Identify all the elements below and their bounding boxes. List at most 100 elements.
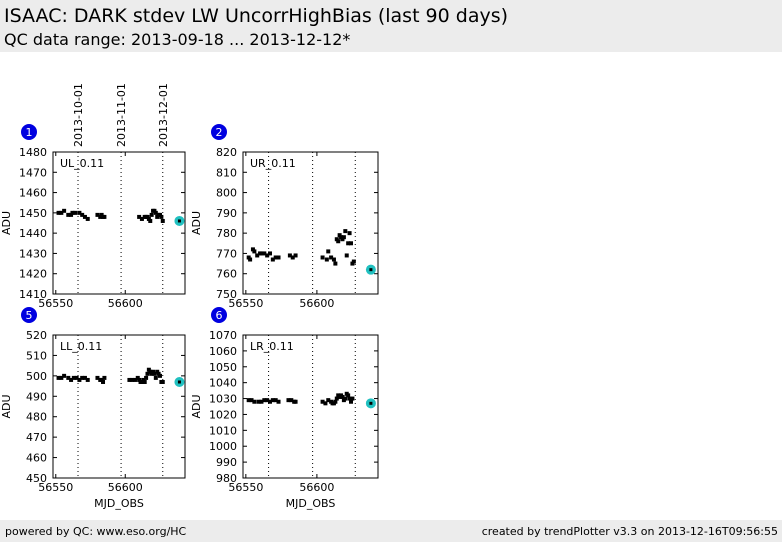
latest-point — [177, 219, 181, 223]
data-point — [80, 375, 85, 380]
y-tick-label: 800 — [216, 187, 237, 200]
x-tick-label: 56600 — [299, 297, 334, 310]
x-tick-label: 56550 — [228, 481, 263, 494]
data-point — [56, 375, 61, 380]
data-point — [341, 235, 346, 240]
plot-frame — [242, 334, 379, 479]
data-point — [74, 375, 79, 380]
x-tick-label: 56600 — [299, 481, 334, 494]
data-point — [95, 375, 100, 380]
y-tick-label: 980 — [216, 472, 237, 485]
y-tick-label: 1060 — [209, 345, 237, 358]
data-point — [334, 396, 339, 401]
data-point — [73, 210, 78, 215]
data-point — [276, 255, 281, 260]
plot-frame — [52, 151, 186, 295]
data-point — [145, 371, 150, 376]
y-tick-label: 1050 — [209, 361, 237, 374]
data-point — [268, 251, 272, 256]
y-tick-label: 1410 — [19, 288, 47, 301]
data-point — [286, 398, 291, 403]
data-point — [252, 249, 257, 254]
panel-badge — [211, 307, 227, 323]
data-point — [153, 210, 158, 215]
data-point — [70, 210, 75, 215]
data-point — [157, 212, 162, 217]
data-point — [137, 214, 142, 219]
y-tick-label: 480 — [26, 411, 47, 424]
y-tick-label: 1420 — [19, 268, 47, 281]
y-tick-label: 1010 — [209, 424, 237, 437]
panel-5: 450 460 470 480 490 500 510 520 56550 56600 ADU MJD… — [0, 307, 186, 510]
data-point — [102, 214, 107, 219]
data-point — [347, 396, 352, 401]
data-point — [289, 398, 294, 403]
data-point — [268, 399, 272, 404]
data-point — [155, 369, 160, 374]
data-point — [149, 212, 154, 217]
data-point — [145, 214, 150, 219]
y-axis-label: ADU — [0, 394, 13, 418]
panel-label: LL_0.11 — [60, 340, 102, 353]
data-point — [334, 237, 339, 242]
data-point — [62, 208, 67, 213]
data-point — [59, 210, 64, 215]
y-tick-label: 1020 — [209, 408, 237, 421]
data-point — [142, 379, 147, 384]
data-point — [336, 239, 341, 244]
latest-point — [369, 401, 373, 405]
data-point — [276, 399, 281, 404]
footer-created-by: created by trendPlotter v3.3 on 2013-12-… — [481, 525, 778, 538]
panel-1: 1410 1420 1430 1440 1450 1460 1470 1480 56550 566… — [0, 124, 186, 310]
data-point — [139, 379, 144, 384]
x-axis-label: MJD_OBS — [94, 497, 144, 510]
data-point — [160, 218, 165, 223]
data-point — [98, 214, 103, 219]
plot-frame — [52, 334, 186, 479]
x-tick-label: 56550 — [38, 481, 73, 494]
data-point — [287, 253, 292, 258]
data-point — [343, 396, 348, 401]
footer: powered by QC: www.eso.org/HC created by… — [0, 520, 782, 542]
data-point — [159, 214, 164, 219]
y-tick-label: 760 — [216, 268, 237, 281]
y-tick-label: 780 — [216, 227, 237, 240]
y-tick-label: 490 — [26, 390, 47, 403]
data-point — [351, 259, 356, 264]
data-point — [246, 398, 251, 403]
panel-badge — [21, 307, 37, 323]
data-point — [273, 255, 278, 260]
date-marker-label: 2013-12-01 — [157, 83, 170, 147]
data-point — [252, 399, 257, 404]
data-point — [270, 398, 275, 403]
y-tick-label: 1450 — [19, 207, 47, 220]
data-point — [265, 398, 270, 403]
data-point — [146, 367, 151, 372]
data-point — [157, 373, 162, 378]
data-point — [152, 371, 157, 376]
data-point — [246, 255, 251, 260]
y-tick-label: 1070 — [209, 329, 237, 342]
data-point — [153, 375, 158, 380]
data-point — [259, 251, 264, 256]
y-tick-label: 1040 — [209, 377, 237, 390]
y-tick-label: 820 — [216, 146, 237, 159]
latest-point — [369, 268, 373, 272]
data-point — [333, 399, 338, 404]
data-point — [99, 212, 104, 217]
data-point — [347, 231, 352, 236]
data-point — [135, 375, 140, 380]
data-point — [69, 212, 74, 217]
data-point — [151, 369, 156, 374]
y-tick-label: 1480 — [19, 146, 47, 159]
panel-label: LR_0.11 — [250, 340, 294, 353]
latest-point — [177, 380, 181, 384]
data-point — [160, 379, 165, 384]
y-tick-label: 750 — [216, 288, 237, 301]
data-point — [273, 398, 278, 403]
y-tick-label: 500 — [26, 370, 47, 383]
data-point — [146, 216, 151, 221]
data-point — [77, 377, 82, 382]
data-point — [149, 371, 154, 376]
